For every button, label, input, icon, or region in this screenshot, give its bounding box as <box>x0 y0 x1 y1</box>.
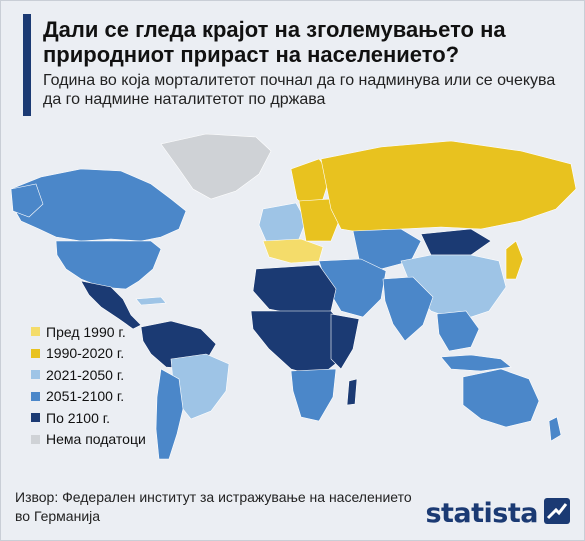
legend-label: 1990-2020 г. <box>46 345 125 362</box>
region-canada <box>10 168 187 242</box>
region-madagascar <box>346 378 358 406</box>
region-new-zealand <box>548 416 562 442</box>
region-alaska <box>10 183 44 218</box>
map-legend: Пред 1990 г. 1990-2020 г. 2021-2050 г. 2… <box>31 321 146 450</box>
world-map <box>1 129 585 469</box>
legend-swatch <box>31 434 40 444</box>
legend-swatch <box>31 327 40 337</box>
source-note: Извор: Федерален институт за истражување… <box>15 489 412 524</box>
legend-item: Нема податоци <box>31 429 146 451</box>
statista-logo-icon <box>544 498 570 529</box>
legend-item: 2051-2100 г. <box>31 386 146 408</box>
region-scandinavia <box>290 158 332 212</box>
legend-label: 2021-2050 г. <box>46 366 125 383</box>
region-southern-cone <box>155 368 184 460</box>
legend-label: Пред 1990 г. <box>46 323 126 340</box>
legend-label: По 2100 г. <box>46 409 111 426</box>
legend-item: По 2100 г. <box>31 407 146 429</box>
legend-item: 1990-2020 г. <box>31 343 146 365</box>
legend-swatch <box>31 348 40 358</box>
region-eastern-europe <box>298 198 340 242</box>
region-central-america <box>80 280 142 330</box>
statista-logo[interactable]: statista <box>425 498 570 529</box>
legend-swatch <box>31 413 40 423</box>
region-indonesia <box>440 354 512 372</box>
region-south-asia <box>382 276 434 342</box>
legend-swatch <box>31 370 40 380</box>
region-greenland <box>160 133 272 200</box>
page-subtitle: Година во која морталитетот почнал да го… <box>43 72 556 108</box>
accent-bar <box>23 14 31 116</box>
legend-label: 2051-2100 г. <box>46 388 125 405</box>
legend-label: Нема податоци <box>46 431 146 448</box>
region-north-africa <box>252 264 337 316</box>
legend-item: Пред 1990 г. <box>31 321 146 343</box>
region-southern-africa <box>290 368 337 422</box>
region-russia <box>320 140 577 235</box>
region-japan <box>505 240 524 280</box>
region-southern-europe <box>262 238 324 264</box>
region-usa <box>55 240 162 290</box>
legend-swatch <box>31 391 40 401</box>
page-title: Дали се гледа крајот на зголемувањето на… <box>43 17 506 67</box>
legend-item: 2021-2050 г. <box>31 364 146 386</box>
brand-name: statista <box>425 498 538 529</box>
region-east-africa <box>330 313 360 370</box>
region-southeast-asia <box>436 310 480 352</box>
region-caribbean <box>135 296 167 306</box>
region-australia <box>462 368 540 428</box>
region-mongolia <box>420 228 492 256</box>
